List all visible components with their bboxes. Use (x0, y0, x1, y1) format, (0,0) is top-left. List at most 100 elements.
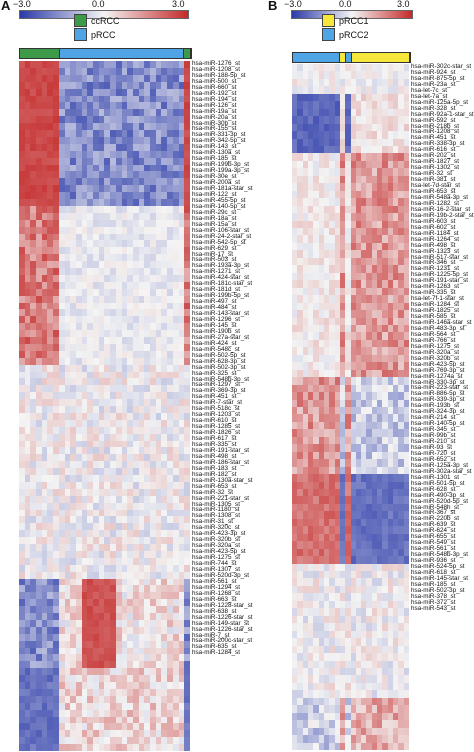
heatmap-cell (355, 302, 362, 311)
heatmap-cell (318, 384, 324, 393)
heatmap-cell (104, 385, 111, 393)
heatmap-cell (75, 116, 82, 124)
heatmap-cell (398, 384, 404, 393)
heatmap-cell (313, 220, 319, 229)
heatmap-cell (98, 640, 105, 648)
heatmap-cell (93, 130, 99, 137)
heatmap-cell (393, 317, 399, 325)
heatmap-cell (361, 421, 367, 430)
heatmap-cell (132, 716, 139, 724)
heatmap-cell (361, 690, 367, 698)
heatmap-cell (345, 138, 351, 147)
panel-b-legend-prcc1: pRCC1 (322, 14, 369, 27)
heatmap-cell (36, 426, 42, 434)
heatmap-cell (150, 343, 156, 351)
heatmap-cell (398, 146, 404, 154)
heatmap-cell (87, 136, 94, 144)
heatmap-cell (93, 205, 99, 213)
heatmap-cell (403, 183, 409, 191)
heatmap-cell (70, 557, 76, 565)
heatmap-cell (167, 192, 173, 199)
heatmap-cell (75, 516, 82, 524)
heatmap-cell (75, 371, 82, 379)
legend-label: pRCC (91, 29, 116, 40)
heatmap-cell (70, 192, 76, 199)
heatmap-cell (323, 235, 330, 243)
heatmap-cell (87, 647, 94, 655)
heatmap-cell (350, 615, 356, 624)
heatmap-cell (371, 153, 378, 161)
heatmap-cell (104, 744, 111, 751)
heatmap-cell (58, 440, 65, 448)
heatmap-cell (339, 585, 346, 594)
heatmap-cell (302, 310, 308, 318)
heatmap-cell (334, 332, 340, 340)
heatmap-cell (64, 606, 71, 613)
heatmap-cell (93, 88, 99, 96)
heatmap-cell (297, 399, 303, 407)
heatmap-cell (87, 619, 94, 627)
heatmap-cell (47, 406, 54, 413)
heatmap-cell (307, 250, 314, 258)
heatmap-cell (121, 157, 128, 165)
heatmap-cell (87, 419, 94, 427)
heatmap-cell (53, 488, 59, 496)
heatmap-cell (64, 744, 71, 751)
heatmap-cell (329, 526, 335, 534)
heatmap-cell (138, 192, 145, 199)
heatmap-cell (339, 324, 346, 333)
heatmap-cell (98, 309, 105, 317)
heatmap-cell (121, 199, 128, 206)
heatmap-cell (302, 183, 308, 191)
heatmap-cell (184, 544, 190, 551)
heatmap-cell (127, 392, 133, 400)
heatmap-cell (93, 709, 99, 717)
heatmap-cell (329, 608, 335, 616)
heatmap-cell (323, 541, 330, 549)
heatmap-cell (155, 744, 162, 751)
heatmap-cell (387, 600, 394, 609)
heatmap-cell (297, 667, 303, 676)
heatmap-cell (350, 138, 356, 147)
heatmap-cell (138, 668, 145, 676)
heatmap-cell (104, 585, 111, 593)
heatmap-cell (334, 302, 340, 311)
heatmap-cell (329, 347, 335, 355)
heatmap-cell (81, 219, 88, 227)
heatmap-cell (403, 78, 409, 87)
heatmap-cell (350, 160, 356, 169)
heatmap-cell (292, 101, 298, 109)
heatmap-cell (93, 530, 99, 538)
heatmap-cell (87, 261, 94, 268)
heatmap-cell (313, 489, 319, 497)
heatmap-cell (345, 645, 351, 654)
heatmap-cell (36, 613, 42, 620)
heatmap-cell (36, 730, 42, 738)
heatmap-cell (318, 630, 324, 639)
heatmap-cell (36, 495, 42, 503)
heatmap-cell (350, 541, 356, 549)
heatmap-cell (318, 71, 324, 79)
heatmap-cell (70, 323, 76, 331)
heatmap-cell (184, 516, 190, 524)
heatmap-cell (178, 682, 185, 689)
heatmap-cell (371, 295, 378, 303)
heatmap-cell (355, 585, 362, 594)
heatmap-cell (318, 399, 324, 407)
heatmap-cell (36, 378, 42, 386)
heatmap-cell (334, 86, 340, 94)
heatmap-cell (313, 608, 319, 616)
heatmap-cell (323, 451, 330, 460)
heatmap-cell (178, 281, 185, 289)
heatmap-cell (24, 316, 31, 324)
heatmap-cell (104, 702, 111, 710)
heatmap-cell (70, 205, 76, 213)
heatmap-cell (87, 178, 94, 186)
heatmap-cell (329, 64, 335, 72)
heatmap-cell (53, 192, 59, 199)
heatmap-cell (81, 371, 88, 379)
heatmap-cell (81, 399, 88, 406)
heatmap-cell (350, 190, 356, 199)
heatmap-cell (64, 88, 71, 96)
heatmap-cell (127, 468, 133, 475)
